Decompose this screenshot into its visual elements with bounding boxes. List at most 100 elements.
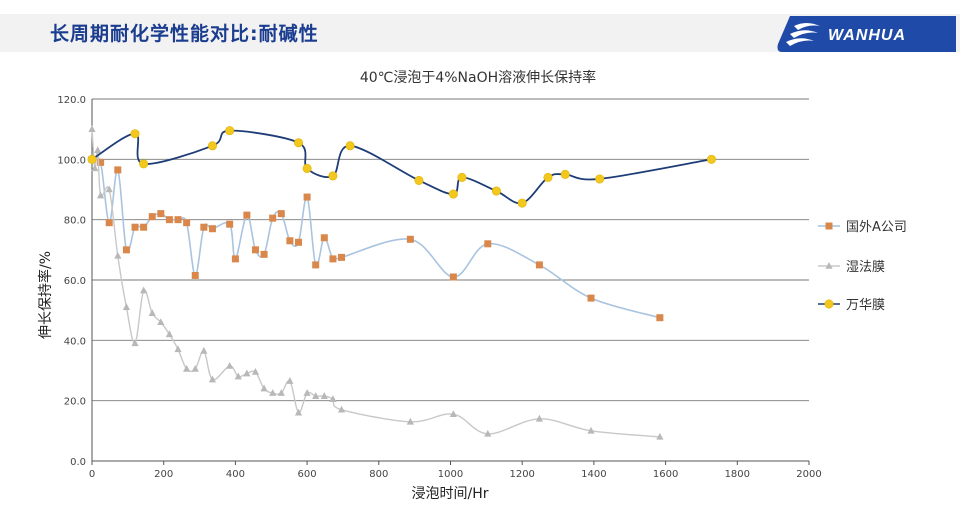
data-point [88,125,96,132]
data-point [656,432,664,440]
data-point [260,250,268,258]
series-2 [88,125,664,440]
data-point [491,186,501,196]
data-point [414,175,424,185]
data-point [97,158,105,166]
data-point [312,392,320,399]
wanhua-swoosh-icon [786,23,820,46]
series-line [91,129,660,438]
data-point [140,223,148,231]
page-title: 长周期耐化学性能对比:耐碱性 [50,23,319,45]
data-point [234,372,242,380]
data-point [543,172,553,182]
data-point [140,286,148,294]
x-axis-label: 浸泡时间/Hr [412,486,489,502]
y-tick-label: 40.0 [64,336,86,347]
x-tick-label: 400 [226,469,245,480]
data-point [131,223,139,231]
x-tick-label: 1800 [725,469,750,480]
data-point [294,238,302,246]
x-tick-label: 200 [154,469,173,480]
data-point [208,225,216,233]
x-tick-label: 800 [369,469,388,480]
y-tick-label: 0.0 [70,457,86,468]
data-point [225,126,235,136]
data-point [560,169,570,179]
data-point [338,253,346,261]
data-point [157,318,165,326]
data-point [165,216,173,224]
brand-logo: WANHUA [777,16,956,52]
x-tick-label: 1400 [581,469,606,480]
x-tick-label: 1600 [653,469,678,480]
data-point [183,364,191,372]
data-point [148,213,156,221]
data-point [122,246,130,254]
data-point [457,172,467,182]
series-line [91,156,661,319]
data-point [406,417,414,425]
data-point [200,223,208,231]
chart-title: 40℃浸泡于4%NaOH溶液伸长保持率 [360,69,596,86]
data-point [517,198,527,208]
data-point [114,251,122,259]
data-point [139,159,149,169]
y-tick-label: 20.0 [64,397,86,408]
y-axis-label: 伸长保持率/% [37,251,54,339]
data-point [226,220,234,228]
data-point [406,235,414,243]
series-3 [87,126,716,208]
data-point [243,369,251,377]
data-point [251,368,260,375]
data-point [105,185,113,193]
data-point [269,214,277,222]
x-tick-label: 1200 [509,469,534,480]
data-point [535,414,544,422]
data-point [484,429,492,437]
data-point [97,191,105,199]
x-tick-label: 2000 [796,469,821,480]
data-point [131,339,139,347]
brand-name: WANHUA [828,27,906,44]
series-1 [88,155,664,322]
data-point [337,405,346,413]
data-point [303,389,311,396]
data-point [157,210,165,218]
data-point [448,189,458,199]
data-point [329,255,337,263]
data-point [294,408,303,416]
x-tick-label: 600 [298,469,317,480]
legend-marker [825,262,833,269]
data-point [535,261,543,269]
x-tick-label: 1000 [438,469,463,480]
y-tick-label: 120.0 [57,95,86,106]
data-point [329,395,337,402]
y-tick-label: 80.0 [64,216,86,227]
data-point [260,384,268,392]
data-point [277,389,285,396]
legend-label: 万华膜 [846,298,885,313]
data-point [165,330,174,338]
data-point [706,154,716,164]
x-tick-label: 0 [89,469,95,480]
data-point [243,211,251,219]
data-point [226,361,234,369]
data-point [91,164,99,172]
data-point [208,375,217,383]
y-tick-label: 100.0 [57,155,86,166]
data-point [286,237,294,245]
data-point [183,219,191,227]
data-point [114,166,122,174]
legend-marker [824,299,834,309]
legend-label: 国外A公司 [846,220,907,235]
data-point [656,314,664,322]
data-point [269,389,277,396]
data-point [130,129,140,139]
y-tick-label: 60.0 [64,276,86,287]
data-point [302,163,312,173]
data-point [277,210,285,218]
data-point [286,377,294,384]
data-point [191,271,199,279]
data-point [449,410,457,418]
